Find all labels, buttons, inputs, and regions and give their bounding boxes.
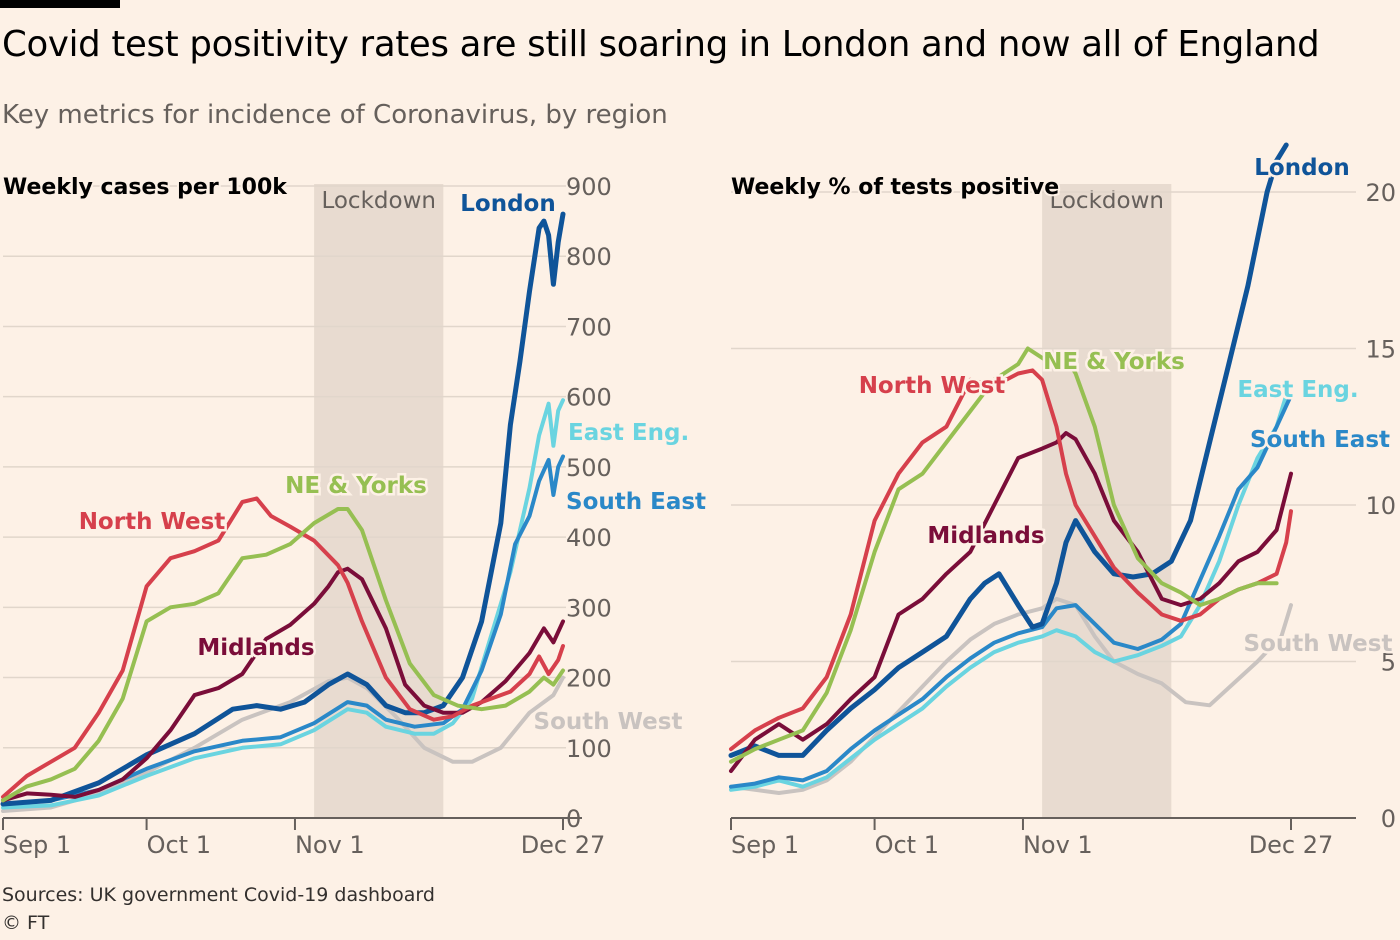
x-tick-label: Nov 1 [1023, 831, 1093, 859]
y-tick-label: 700 [566, 313, 612, 341]
y-tick-label: 15 [1365, 335, 1396, 363]
series-line-south-east [1, 454, 565, 806]
series-label-london: London [460, 191, 555, 217]
series-line-south-west [1, 675, 565, 813]
x-tick-label: Oct 1 [147, 831, 211, 859]
chart-title: Covid test positivity rates are still so… [2, 24, 1320, 65]
series-label-south-east: South East [1250, 427, 1390, 453]
x-tick-label: Oct 1 [875, 831, 939, 859]
y-tick-label: 600 [566, 384, 612, 412]
chart-panel-1: Lockdown0100200300400500600700800900Sep … [0, 173, 709, 859]
series-label-south-west: South West [534, 709, 683, 735]
series-label-london: London [1254, 155, 1349, 181]
x-tick-label: Sep 1 [731, 831, 799, 859]
source-note: Sources: UK government Covid-19 dashboar… [2, 884, 435, 906]
series-label-east-eng: East Eng. [1237, 377, 1358, 403]
series-line-east-eng [1, 398, 565, 810]
series-label-north-west: North West [79, 509, 226, 535]
y-tick-label: 500 [566, 454, 612, 482]
x-tick-label: Sep 1 [3, 831, 71, 859]
x-tick-label: Nov 1 [295, 831, 365, 859]
y-tick-label: 10 [1365, 492, 1396, 520]
ft-brand-bar [0, 0, 120, 8]
chart-subtitle: Key metrics for incidence of Coronavirus… [2, 100, 668, 130]
y-tick-label: 300 [566, 594, 612, 622]
series-line-ne-yorks [729, 346, 1279, 764]
series-line-south-east [729, 393, 1293, 789]
y-tick-label: 0 [1381, 805, 1396, 833]
y-tick-label: 800 [566, 243, 612, 271]
series-label-north-west: North West [859, 373, 1006, 399]
series-label-ne-yorks: NE & Yorks [1043, 349, 1185, 375]
series-line-midlands [729, 431, 1293, 773]
series-line-ne-yorks [1, 507, 565, 803]
x-tick-label: Dec 27 [521, 831, 606, 859]
y-tick-label: 100 [566, 735, 612, 763]
panel-title: Weekly % of tests positive [731, 175, 1059, 200]
series-line-midlands [1, 566, 565, 803]
y-tick-label: 200 [566, 665, 612, 693]
series-label-midlands: Midlands [927, 523, 1044, 549]
y-tick-label: 20 [1365, 179, 1396, 207]
series-line-south-west [729, 596, 1293, 795]
series-label-ne-yorks: NE & Yorks [285, 473, 427, 499]
y-tick-label: 400 [566, 524, 612, 552]
lockdown-label: Lockdown [321, 188, 436, 214]
series-label-midlands: Midlands [197, 635, 314, 661]
y-tick-label: 5 [1381, 648, 1396, 676]
series-label-south-west: South West [1244, 631, 1393, 657]
x-tick-label: Dec 27 [1249, 831, 1334, 859]
series-line-london [728, 142, 1289, 758]
copyright-note: © FT [2, 912, 50, 934]
panel-title: Weekly cases per 100k [3, 175, 288, 200]
series-line-north-west [1, 496, 565, 799]
series-label-east-eng: East Eng. [568, 420, 689, 446]
series-line-east-eng [729, 384, 1293, 792]
series-label-south-east: South East [566, 489, 706, 515]
y-tick-label: 900 [566, 173, 612, 201]
